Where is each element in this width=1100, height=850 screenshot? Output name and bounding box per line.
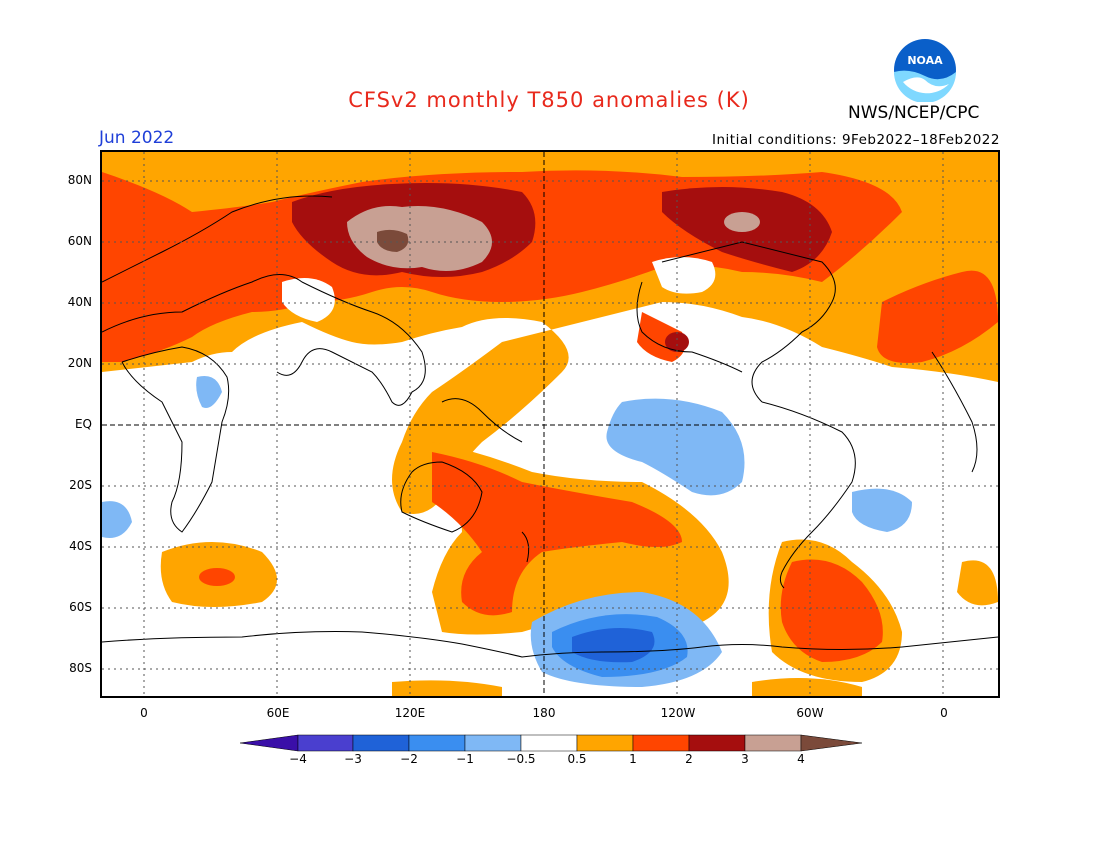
anomaly-white-asia [282, 278, 335, 322]
colorbar-label-m3: −3 [344, 752, 362, 766]
colorbar-label-p2: 2 [685, 752, 693, 766]
colorbar [240, 734, 862, 752]
colorbar-label-p4: 4 [797, 752, 805, 766]
anomaly-darkred-wna [665, 332, 689, 352]
colorbar-arrow-high [800, 734, 862, 752]
anomaly-red-spac [432, 452, 682, 616]
graticule-main [102, 152, 998, 696]
colorbar-bin-8 [688, 734, 746, 752]
chart-title: CFSv2 monthly T850 anomalies (K) [348, 88, 750, 112]
lat-label-20s: 20S [69, 478, 92, 492]
lat-label-60n: 60N [67, 234, 92, 248]
colorbar-bin-2 [352, 734, 410, 752]
lat-label-80n: 80N [67, 173, 92, 187]
colorbar-bin-7 [632, 734, 690, 752]
anomaly-white-na [652, 257, 716, 294]
anomaly-orange-satl [957, 560, 998, 606]
lat-label-eq: EQ [74, 417, 92, 431]
forecast-month: Jun 2022 [99, 128, 175, 148]
colorbar-label-m05: −0.5 [506, 752, 536, 766]
anomaly-orange-ant2 [752, 678, 862, 696]
lon-label-60e: 60E [266, 706, 290, 720]
colorbar-label-m1: −1 [456, 752, 474, 766]
lon-label-60w: 60W [796, 706, 824, 720]
lat-label-20n: 20N [67, 356, 92, 370]
colorbar-bin-6 [576, 734, 634, 752]
anomaly-red-sio [199, 568, 235, 586]
anomaly-lightblue-africa [196, 376, 222, 408]
colorbar-label-m2: −2 [400, 752, 418, 766]
lat-label-40n: 40N [67, 295, 92, 309]
lat-label-60s: 60S [69, 600, 92, 614]
initial-conditions: Initial conditions: 9Feb2022–18Feb2022 [712, 132, 1000, 148]
anomaly-tan-siberia [347, 206, 492, 271]
colorbar-bin-1 [297, 734, 354, 752]
colorbar-label-p3: 3 [741, 752, 749, 766]
organization-label: NWS/NCEP/CPC [848, 103, 980, 123]
colorbar-bin-3 [408, 734, 466, 752]
logo-text: NOAA [907, 54, 943, 67]
colorbar-bin-4 [464, 734, 522, 752]
anomaly-map [100, 150, 1000, 698]
lon-label-120w: 120W [660, 706, 696, 720]
colorbar-bin-9 [744, 734, 802, 752]
anomaly-red-natl [877, 270, 998, 363]
anomaly-red-sa [780, 559, 883, 662]
graticule [102, 152, 998, 696]
colorbar-label-m4: −4 [289, 752, 307, 766]
anomaly-brown-siberia [377, 229, 409, 252]
lon-label-180: 180 [532, 706, 556, 720]
colorbar-bin-5 [520, 734, 578, 752]
lon-label-120e: 120E [394, 706, 426, 720]
colorbar-label-p05: 0.5 [567, 752, 587, 766]
colorbar-label-p1: 1 [629, 752, 637, 766]
lat-label-40s: 40S [69, 539, 92, 553]
anomaly-lightblue-sio [102, 501, 132, 538]
anomaly-fields [102, 152, 998, 696]
anomaly-darkblue-so [572, 628, 655, 663]
anomaly-tan-canada [724, 212, 760, 232]
noaa-logo: NOAA [894, 39, 956, 102]
anomaly-lightblue-epac [606, 398, 745, 496]
lon-label-0-right: 0 [940, 706, 948, 720]
lon-label-0-left: 0 [140, 706, 148, 720]
lat-label-80s: 80S [69, 661, 92, 675]
anomaly-lightblue-satl [852, 488, 912, 532]
colorbar-arrow-low [240, 734, 299, 752]
anomaly-orange-ant [392, 680, 502, 696]
